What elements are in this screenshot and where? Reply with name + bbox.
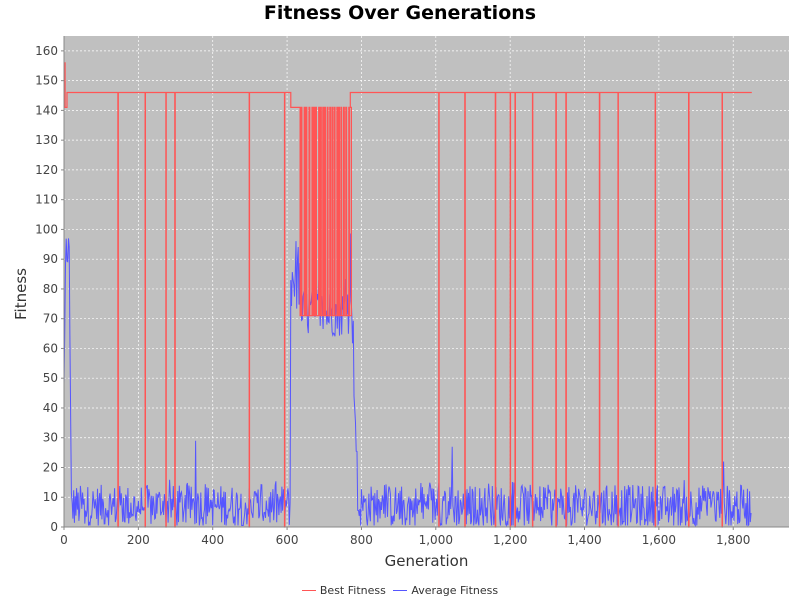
x-tick-label: 0 [60, 533, 68, 547]
y-tick-label: 100 [35, 222, 58, 236]
y-tick-label: 30 [43, 431, 58, 445]
legend-label-average: Average Fitness [411, 584, 499, 597]
y-tick-label: 140 [35, 103, 58, 117]
legend: Best Fitness Average Fitness [0, 581, 800, 597]
y-tick-label: 130 [35, 133, 58, 147]
series-best-fitness-line [64, 62, 752, 528]
legend-item-average: Average Fitness [393, 584, 498, 597]
y-tick-label: 160 [35, 44, 58, 58]
y-tick-label: 50 [43, 371, 58, 385]
y-axis-label: Fitness [8, 268, 36, 320]
y-tick-label: 90 [43, 252, 58, 266]
legend-item-best: Best Fitness [301, 584, 386, 597]
x-tick-label: 1,000 [419, 533, 453, 547]
chart-title: Fitness Over Generations [263, 2, 537, 24]
series-average-fitness-line [63, 233, 752, 528]
y-axis-label-text: Fitness [12, 268, 30, 320]
y-tick-label: 10 [43, 490, 58, 504]
x-tick-label: 1,200 [493, 533, 527, 547]
x-tick-label: 200 [127, 533, 150, 547]
y-tick-label: 80 [43, 282, 58, 296]
legend-swatch-average [393, 590, 408, 591]
x-tick-label: 600 [276, 533, 299, 547]
x-tick-label: 400 [201, 533, 224, 547]
y-tick-label: 110 [35, 193, 58, 207]
x-tick-label: 1,600 [642, 533, 676, 547]
x-tick-label: 1,400 [567, 533, 601, 547]
y-tick-label: 0 [50, 520, 58, 534]
y-tick-label: 70 [43, 312, 58, 326]
y-tick-label: 60 [43, 341, 58, 355]
legend-swatch-best [301, 590, 316, 591]
y-tick-label: 120 [35, 163, 58, 177]
y-tick-label: 40 [43, 401, 58, 415]
legend-label-best: Best Fitness [319, 584, 386, 597]
y-tick-label: 20 [43, 460, 58, 474]
y-tick-label: 150 [35, 74, 58, 88]
x-tick-label: 1,800 [716, 533, 750, 547]
x-tick-label: 800 [350, 533, 373, 547]
plot-area [64, 36, 789, 527]
x-axis-label: Generation [384, 552, 469, 570]
